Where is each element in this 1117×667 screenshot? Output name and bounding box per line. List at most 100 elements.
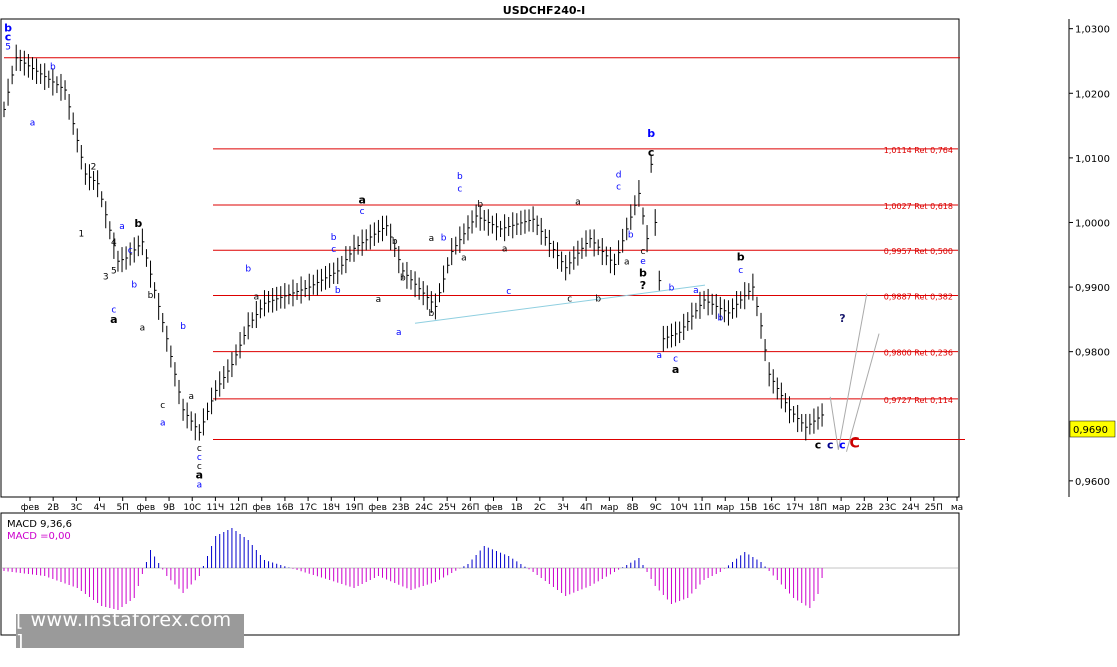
wave-label: a	[624, 257, 630, 267]
time-tick-label: 15В	[740, 503, 758, 513]
time-tick-label: 3С	[70, 503, 82, 513]
time-tick-label: 5П	[116, 503, 129, 513]
fib-label: 0,9887 Ret 0,382	[884, 292, 953, 301]
chart-title: USDCHF240-I	[503, 4, 585, 17]
wave-label: b	[717, 314, 723, 324]
time-tick-label: 1В	[511, 503, 523, 513]
wave-label: a	[358, 194, 365, 207]
time-tick-label: 16В	[276, 503, 294, 513]
wave-label: c	[815, 439, 822, 452]
price-tick-label: 1,0200	[1075, 89, 1110, 100]
wave-label: a	[160, 418, 166, 428]
wave-label: a	[196, 468, 203, 481]
time-tick-label: мар	[716, 503, 734, 513]
time-tick-label: 16С	[763, 503, 781, 513]
wave-label: a	[376, 295, 382, 305]
wave-label: a	[575, 197, 581, 207]
time-tick-label: фев	[21, 503, 40, 513]
wave-label: b	[457, 172, 463, 182]
wave-label: c	[5, 30, 12, 43]
wave-label: a	[502, 245, 508, 255]
price-tick-label: 0,9800	[1075, 348, 1110, 359]
watermark: [ www.instaforex.com ]	[16, 609, 244, 653]
wave-label: b	[335, 286, 341, 296]
fib-label: 0,9727 Ret 0,114	[884, 396, 953, 405]
wave-label: e	[640, 257, 646, 267]
wave-label: 2	[91, 163, 97, 173]
wave-label: b	[134, 217, 142, 230]
time-tick-label: 23В	[392, 503, 410, 513]
fib-label: 1,0114 Ret 0,764	[884, 146, 953, 155]
time-tick-label: мар	[600, 503, 618, 513]
time-tick-label: 2С	[534, 503, 546, 513]
wave-label: b	[392, 237, 398, 247]
wave-label: a	[110, 313, 117, 326]
wave-label: c	[616, 183, 621, 193]
time-tick-label: фев	[368, 503, 387, 513]
wave-label: c	[128, 246, 133, 256]
wave-label: b	[595, 294, 601, 304]
macd-pane	[0, 512, 960, 636]
trend-line	[414, 284, 706, 324]
wave-label: a	[396, 328, 402, 338]
wave-label: c	[197, 444, 202, 454]
wave-label: a	[672, 363, 679, 376]
wave-label: a	[254, 292, 260, 302]
wave-label: a	[429, 234, 435, 244]
time-tick-label: 12П	[229, 503, 247, 513]
time-tick-label: 9С	[650, 503, 662, 513]
time-tick-label: ма	[951, 503, 963, 513]
wave-label: b	[400, 274, 406, 284]
time-tick-label: 18Ч	[322, 503, 340, 513]
time-tick-label: 10С	[183, 503, 201, 513]
time-tick-label: фев	[137, 503, 156, 513]
wave-label: 4	[111, 238, 117, 248]
wave-label: a	[461, 254, 467, 264]
time-tick-label: 24С	[415, 503, 433, 513]
time-tick-label: 26П	[461, 503, 479, 513]
time-tick-label: 18П	[809, 503, 827, 513]
wave-label: c	[567, 294, 572, 304]
wave-label: c	[197, 462, 202, 472]
wave-label: a	[188, 392, 194, 402]
fib-label: 0,9957 Ret 0,500	[884, 247, 953, 256]
price-tick-label: 1,0000	[1075, 218, 1110, 229]
wave-label: b	[639, 267, 647, 280]
macd-value: MACD =0,00	[7, 531, 71, 542]
wave-label: c	[839, 439, 846, 452]
time-tick-label: фев	[484, 503, 503, 513]
time-tick-label: 2В	[47, 503, 59, 513]
time-tick-label: 23С	[879, 503, 897, 513]
wave-label: 5	[5, 42, 11, 52]
time-tick-label: 17Ч	[786, 503, 804, 513]
time-tick-label: 3Ч	[557, 503, 569, 513]
wave-label: b	[477, 200, 483, 210]
price-tick-label: 0,9900	[1075, 283, 1110, 294]
wave-label: b	[628, 230, 634, 240]
time-tick-label: 25Ч	[438, 503, 456, 513]
wave-label: a	[197, 480, 203, 490]
wave-label: a	[657, 351, 663, 361]
wave-label: a	[30, 119, 36, 129]
time-tick-label: 11Ч	[207, 503, 225, 513]
wave-label: C	[849, 435, 859, 451]
current-price-box	[1069, 420, 1116, 438]
wave-label: c	[648, 146, 655, 159]
fib-label: 1,0027 Ret 0,618	[884, 202, 953, 211]
projection-channel	[829, 293, 868, 450]
time-tick-label: 25П	[925, 503, 943, 513]
wave-label: b	[737, 251, 745, 264]
wave-label: c	[160, 401, 165, 411]
wave-label: ?	[640, 279, 646, 292]
wave-label: c	[457, 184, 462, 194]
current-price-label: 0,9690	[1073, 425, 1108, 436]
time-tick-label: 19П	[345, 503, 363, 513]
wave-label: c	[506, 287, 511, 297]
wave-label: a	[119, 222, 125, 232]
wave-label: 1	[78, 230, 84, 240]
time-tick-label: фев	[252, 503, 271, 513]
wave-label: b	[441, 234, 447, 244]
wave-label: c	[360, 207, 365, 217]
macd-title: MACD 9,36,6	[7, 519, 72, 530]
